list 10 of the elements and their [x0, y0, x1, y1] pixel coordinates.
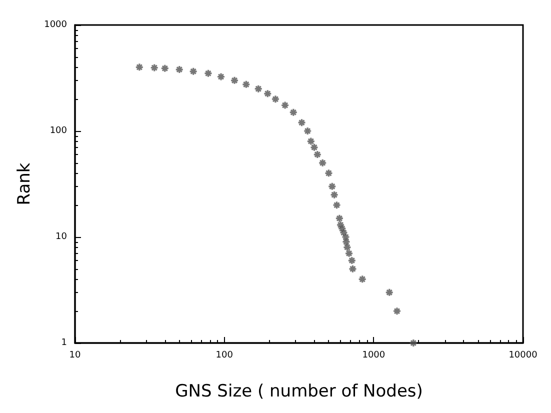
x-axis-title: GNS Size ( number of Nodes): [175, 382, 423, 402]
y-tick-label: 10: [56, 232, 68, 242]
x-tick-label: 100: [216, 350, 234, 360]
x-tick-label: 10000: [508, 350, 538, 360]
y-tick-label: 100: [50, 126, 68, 136]
x-tick-label: 10: [69, 350, 81, 360]
y-tick-label: 1: [61, 338, 67, 348]
y-axis-title: Rank: [14, 162, 34, 206]
x-tick-label: 1000: [362, 350, 386, 360]
y-tick-label: 1000: [44, 20, 68, 30]
